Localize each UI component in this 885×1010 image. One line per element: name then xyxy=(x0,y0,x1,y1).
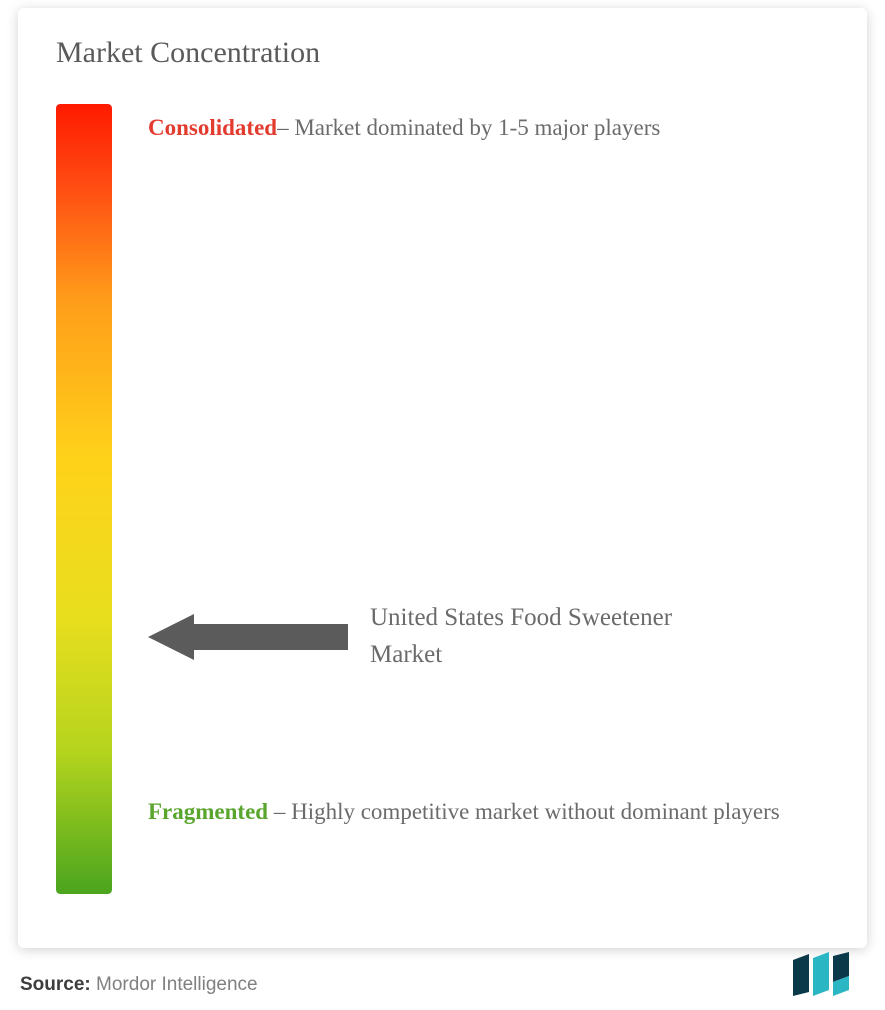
fragmented-highlight: Fragmented xyxy=(148,799,268,824)
concentration-gradient-bar xyxy=(56,104,112,894)
text-column: Consolidated– Market dominated by 1-5 ma… xyxy=(112,104,829,904)
source-line: Source: Mordor Intelligence xyxy=(20,974,258,996)
infographic-card: Market Concentration Consolidated– Marke… xyxy=(18,8,867,948)
concentration-bar-wrap xyxy=(56,104,112,894)
fragmented-description: Fragmented – Highly competitive market w… xyxy=(148,788,819,836)
consolidated-description: Consolidated– Market dominated by 1-5 ma… xyxy=(148,104,819,152)
mordor-logo-icon xyxy=(787,952,865,996)
content-row: Consolidated– Market dominated by 1-5 ma… xyxy=(56,104,829,904)
footer: Source: Mordor Intelligence xyxy=(20,952,865,996)
source-value: Mordor Intelligence xyxy=(91,974,258,995)
fragmented-rest: – Highly competitive market without domi… xyxy=(268,799,780,824)
source-label: Source: xyxy=(20,974,91,995)
market-marker: United States Food Sweetener Market xyxy=(148,600,710,673)
consolidated-highlight: Consolidated xyxy=(148,115,277,140)
arrow-left-icon xyxy=(148,612,348,662)
consolidated-rest: – Market dominated by 1-5 major players xyxy=(277,115,660,140)
market-marker-label: United States Food Sweetener Market xyxy=(370,600,710,673)
page-title: Market Concentration xyxy=(56,36,829,70)
